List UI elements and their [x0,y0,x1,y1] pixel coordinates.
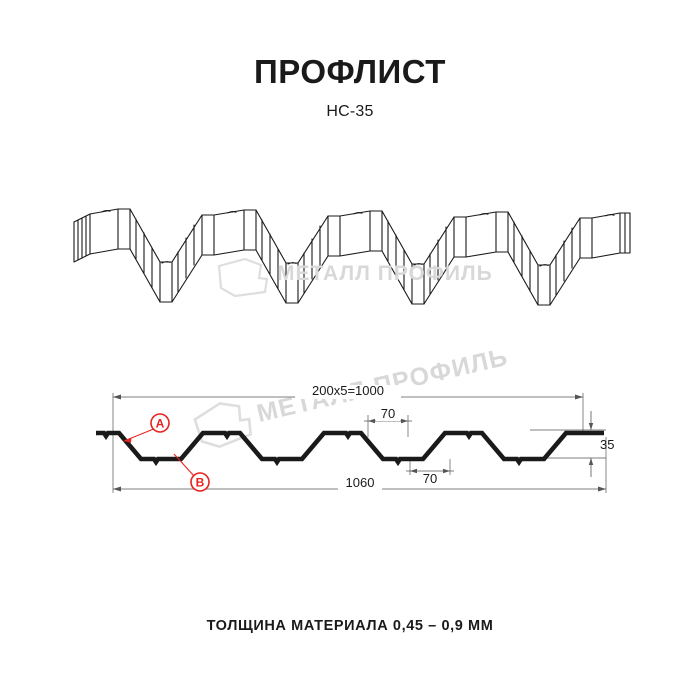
cross-section-svg: 200x5=1000 70 70 [96,383,614,493]
isometric-profile-view [60,180,640,320]
extension-lines [112,393,607,493]
dimension-overall-width-label: 1060 [346,475,375,490]
marker-a: A [123,413,170,443]
marker-a-label: A [156,417,165,431]
dimension-top-flat-label: 70 [381,406,395,421]
material-thickness-note: ТОЛЩИНА МАТЕРИАЛА 0,45 – 0,9 ММ [206,618,494,634]
dimension-bottom-flat-label: 70 [423,471,437,486]
page-title: ПРОФЛИСТ [254,53,446,90]
product-model-label: НС-35 [326,103,374,120]
title-block: ПРОФЛИСТ НС-35 [0,52,700,123]
dimension-top-flat: 70 [364,406,412,424]
profile-outline [96,430,604,467]
marker-b-label: B [196,476,205,490]
dimension-pitch-total-label: 200x5=1000 [312,383,384,398]
isometric-profile-svg [73,208,631,306]
cross-section-view: 200x5=1000 70 70 [90,375,630,515]
dimension-bottom-flat: 70 [406,468,454,486]
dimension-pitch-total: 200x5=1000 [113,383,583,400]
dimension-height: 35 [588,411,614,477]
dimension-overall-width: 1060 [113,475,606,492]
dimension-height-label: 35 [600,437,614,452]
marker-b: B [173,453,210,492]
